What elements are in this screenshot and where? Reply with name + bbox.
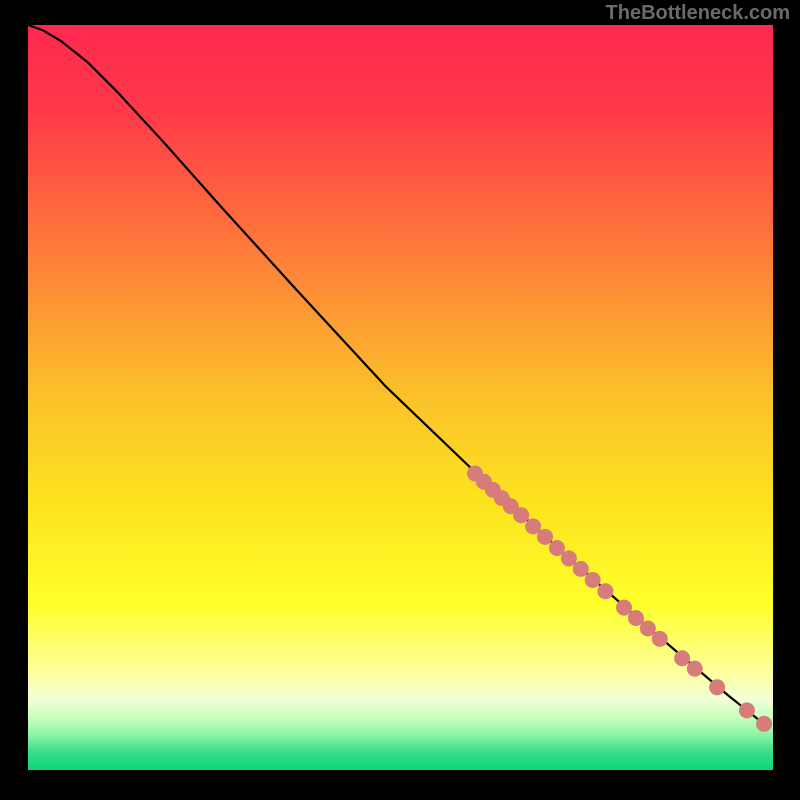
data-point xyxy=(652,631,668,647)
trend-curve xyxy=(28,25,766,725)
data-point xyxy=(674,650,690,666)
watermark-text: TheBottleneck.com xyxy=(606,2,790,25)
chart-overlay xyxy=(28,25,773,770)
data-point xyxy=(756,716,772,732)
data-markers xyxy=(467,465,772,731)
data-point xyxy=(739,702,755,718)
chart-container: TheBottleneck.com xyxy=(0,0,800,800)
data-point xyxy=(687,661,703,677)
data-point xyxy=(597,583,613,599)
data-point xyxy=(513,507,529,523)
data-point xyxy=(537,529,553,545)
data-point xyxy=(585,572,601,588)
data-point xyxy=(573,561,589,577)
data-point xyxy=(709,679,725,695)
plot-area xyxy=(28,25,773,770)
